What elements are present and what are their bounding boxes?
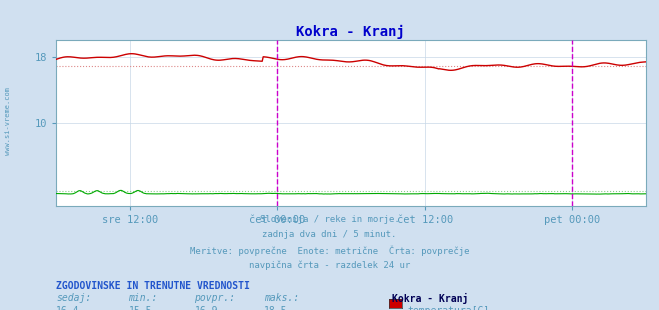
Text: navpična črta - razdelek 24 ur: navpična črta - razdelek 24 ur [249, 260, 410, 270]
Text: povpr.:: povpr.: [194, 293, 235, 303]
Text: zadnja dva dni / 5 minut.: zadnja dva dni / 5 minut. [262, 230, 397, 239]
Text: 16.9: 16.9 [194, 306, 218, 310]
Text: temperatura[C]: temperatura[C] [407, 306, 490, 310]
Text: www.si-vreme.com: www.si-vreme.com [5, 87, 11, 155]
Text: Meritve: povprečne  Enote: metrične  Črta: povprečje: Meritve: povprečne Enote: metrične Črta:… [190, 245, 469, 256]
Text: min.:: min.: [129, 293, 158, 303]
Text: Slovenija / reke in morje.: Slovenija / reke in morje. [260, 215, 399, 224]
Text: 18.5: 18.5 [264, 306, 287, 310]
Text: 16.4: 16.4 [56, 306, 80, 310]
Text: Kokra - Kranj: Kokra - Kranj [392, 293, 469, 304]
Title: Kokra - Kranj: Kokra - Kranj [297, 25, 405, 39]
Text: sedaj:: sedaj: [56, 293, 91, 303]
Text: ZGODOVINSKE IN TRENUTNE VREDNOSTI: ZGODOVINSKE IN TRENUTNE VREDNOSTI [56, 281, 250, 290]
Text: 15.5: 15.5 [129, 306, 152, 310]
Text: maks.:: maks.: [264, 293, 299, 303]
